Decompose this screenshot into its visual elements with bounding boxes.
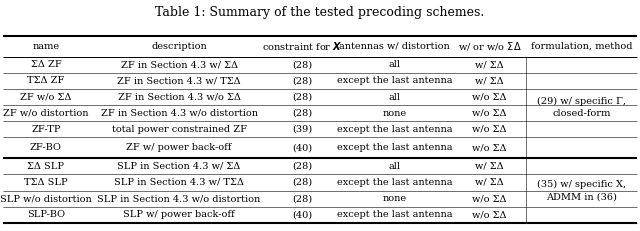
Text: all: all xyxy=(388,93,401,101)
Text: ZF in Section 4.3 w/ ΣΔ: ZF in Section 4.3 w/ ΣΔ xyxy=(120,60,237,69)
Text: TΣΔ SLP: TΣΔ SLP xyxy=(24,178,68,187)
Text: (28): (28) xyxy=(292,178,312,187)
Text: ΣΔ ZF: ΣΔ ZF xyxy=(31,60,61,69)
Text: ZF in Section 4.3 w/ TΣΔ: ZF in Section 4.3 w/ TΣΔ xyxy=(117,76,241,85)
Text: (28): (28) xyxy=(292,93,312,101)
Text: except the last antenna: except the last antenna xyxy=(337,76,452,85)
Text: (28): (28) xyxy=(292,109,312,118)
Text: ΣΔ SLP: ΣΔ SLP xyxy=(28,162,65,171)
Text: w/ ΣΔ: w/ ΣΔ xyxy=(475,60,504,69)
Text: except the last antenna: except the last antenna xyxy=(337,143,452,152)
Text: (28): (28) xyxy=(292,60,312,69)
Text: w/o ΣΔ: w/o ΣΔ xyxy=(472,109,507,118)
Text: (35) w/ specific Χ,
ADMM in (36): (35) w/ specific Χ, ADMM in (36) xyxy=(537,180,626,201)
Text: SLP-BO: SLP-BO xyxy=(27,210,65,219)
Text: (40): (40) xyxy=(292,143,312,152)
Text: w/o ΣΔ: w/o ΣΔ xyxy=(472,125,507,134)
Text: (28): (28) xyxy=(292,76,312,85)
Text: (28): (28) xyxy=(292,162,312,171)
Text: ZF-BO: ZF-BO xyxy=(30,143,62,152)
Text: w/o ΣΔ: w/o ΣΔ xyxy=(472,210,507,219)
Text: none: none xyxy=(382,109,406,118)
Text: w/o ΣΔ: w/o ΣΔ xyxy=(472,143,507,152)
Text: SLP in Section 4.3 w/ ΣΔ: SLP in Section 4.3 w/ ΣΔ xyxy=(117,162,241,171)
Text: constraint for $\boldsymbol{X}$: constraint for $\boldsymbol{X}$ xyxy=(262,40,343,52)
Text: total power constrained ZF: total power constrained ZF xyxy=(111,125,246,134)
Text: ZF w/o distortion: ZF w/o distortion xyxy=(3,109,89,118)
Text: TΣΔ ZF: TΣΔ ZF xyxy=(28,76,65,85)
Text: SLP w/ power back-off: SLP w/ power back-off xyxy=(124,210,235,219)
Text: name: name xyxy=(33,42,60,51)
Text: w/ or w/o $\Sigma\Delta$: w/ or w/o $\Sigma\Delta$ xyxy=(458,40,522,52)
Text: (29) w/ specific Γ,
closed-form: (29) w/ specific Γ, closed-form xyxy=(537,97,626,118)
Text: except the last antenna: except the last antenna xyxy=(337,178,452,187)
Text: except the last antenna: except the last antenna xyxy=(337,210,452,219)
Text: ZF w/o ΣΔ: ZF w/o ΣΔ xyxy=(20,93,72,101)
Text: (39): (39) xyxy=(292,125,312,134)
Text: all: all xyxy=(388,162,401,171)
Text: none: none xyxy=(382,194,406,203)
Text: w/ ΣΔ: w/ ΣΔ xyxy=(475,162,504,171)
Text: ZF-TP: ZF-TP xyxy=(31,125,61,134)
Text: (28): (28) xyxy=(292,194,312,203)
Text: except the last antenna: except the last antenna xyxy=(337,125,452,134)
Text: antennas w/ distortion: antennas w/ distortion xyxy=(339,42,450,51)
Text: Table 1: Summary of the tested precoding schemes.: Table 1: Summary of the tested precoding… xyxy=(156,6,484,19)
Text: ZF w/ power back-off: ZF w/ power back-off xyxy=(126,143,232,152)
Text: formulation, method: formulation, method xyxy=(531,42,632,51)
Text: w/ ΣΔ: w/ ΣΔ xyxy=(475,76,504,85)
Text: w/o ΣΔ: w/o ΣΔ xyxy=(472,93,507,101)
Text: SLP in Section 4.3 w/ TΣΔ: SLP in Section 4.3 w/ TΣΔ xyxy=(114,178,244,187)
Text: SLP w/o distortion: SLP w/o distortion xyxy=(0,194,92,203)
Text: ZF in Section 4.3 w/o distortion: ZF in Section 4.3 w/o distortion xyxy=(100,109,257,118)
Text: SLP in Section 4.3 w/o distortion: SLP in Section 4.3 w/o distortion xyxy=(97,194,260,203)
Text: w/o ΣΔ: w/o ΣΔ xyxy=(472,194,507,203)
Text: (40): (40) xyxy=(292,210,312,219)
Text: all: all xyxy=(388,60,401,69)
Text: description: description xyxy=(151,42,207,51)
Text: w/ ΣΔ: w/ ΣΔ xyxy=(475,178,504,187)
Text: ZF in Section 4.3 w/o ΣΔ: ZF in Section 4.3 w/o ΣΔ xyxy=(118,93,241,101)
